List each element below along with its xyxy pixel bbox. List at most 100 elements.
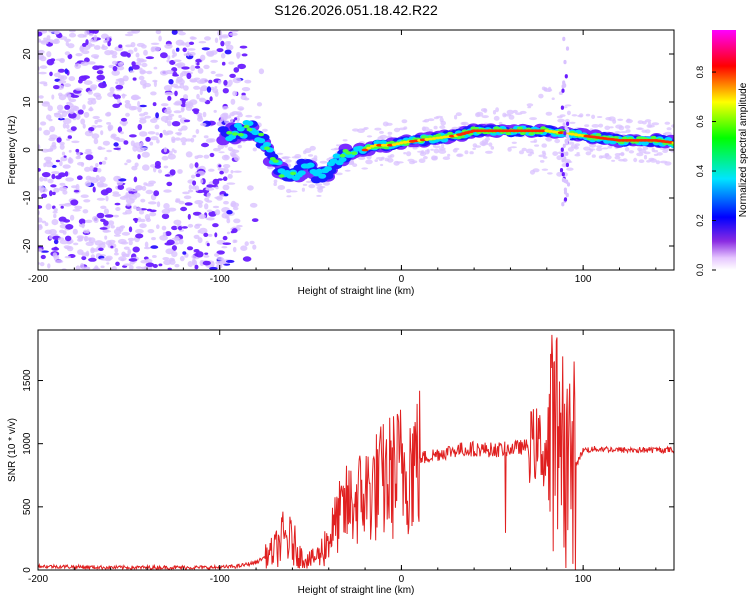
spectrogram-haze-blob bbox=[309, 145, 316, 151]
spectrogram-noise-blob bbox=[116, 65, 125, 71]
spectrogram-noise-blob bbox=[206, 209, 213, 213]
spectrogram-haze-blob bbox=[302, 183, 308, 186]
spectrogram-haze-blob bbox=[611, 159, 616, 162]
spectrogram-ridge-core bbox=[361, 148, 369, 152]
spectrogram-noise-blob bbox=[186, 246, 194, 251]
spectrogram-noise-blob bbox=[52, 210, 58, 214]
spectrogram-haze-blob bbox=[377, 136, 384, 141]
spectrogram-noise-blob bbox=[119, 120, 128, 126]
spectrogram-noise-blob bbox=[83, 111, 90, 118]
spectrogram-noise-blob bbox=[129, 70, 135, 73]
spectrogram-haze-blob bbox=[455, 112, 462, 117]
spectrogram-noise-blob bbox=[91, 133, 100, 139]
spectrogram-noise-blob bbox=[163, 203, 170, 210]
spectrogram-ridge-mark bbox=[258, 132, 265, 137]
x-tick-label: 0 bbox=[399, 274, 405, 285]
spectrogram-noise-blob bbox=[121, 231, 131, 236]
spectrogram-haze-blob bbox=[576, 152, 580, 155]
spectrogram-noise-blob bbox=[132, 246, 140, 253]
spectrogram-noise-blob bbox=[114, 202, 121, 206]
spectrogram-noise-blob bbox=[206, 217, 215, 221]
spectrogram-noise-blob bbox=[239, 45, 248, 49]
spectrogram-noise-blob bbox=[39, 176, 44, 182]
spectrogram-noise-blob bbox=[197, 229, 201, 234]
spectrogram-noise-blob bbox=[145, 136, 151, 142]
spectrogram-noise-blob bbox=[87, 90, 93, 95]
spectrogram-noise-blob bbox=[62, 230, 67, 235]
spectrogram-noise-blob bbox=[64, 51, 71, 56]
spectrogram-noise-blob bbox=[213, 147, 221, 152]
spectrogram-noise-blob bbox=[43, 177, 48, 182]
spectrogram-noise-blob bbox=[111, 55, 118, 59]
spectrogram-noise-blob bbox=[215, 260, 223, 265]
spectrogram-ridge-mark bbox=[345, 151, 352, 155]
spectrogram-noise-blob bbox=[193, 234, 200, 239]
spectrogram-noise-blob bbox=[96, 74, 105, 81]
spectrogram-noise-blob bbox=[62, 164, 71, 169]
colorbar: 0.0 0.2 0.4 0.6 0.8 Normalized spectral ampl… bbox=[695, 30, 749, 276]
spectrogram-haze-blob bbox=[460, 121, 467, 126]
spectrogram-noise-blob bbox=[117, 184, 125, 190]
spectrogram-noise-blob bbox=[48, 235, 53, 240]
spectrogram-haze-blob bbox=[671, 124, 674, 128]
y-tick-label: 0 bbox=[22, 567, 33, 573]
spectrogram-noise-blob bbox=[65, 235, 72, 242]
spectrogram-ridge-core bbox=[577, 133, 582, 137]
spectrogram-noise-blob bbox=[116, 226, 121, 231]
spectrogram-noise-blob bbox=[112, 193, 121, 197]
spectrogram-noise-blob bbox=[242, 256, 252, 262]
spectrogram-noise-blob bbox=[203, 135, 209, 139]
spectrogram-haze-blob bbox=[574, 153, 581, 157]
spectrogram-haze-blob bbox=[617, 118, 624, 122]
spectrogram-noise-blob bbox=[53, 85, 60, 90]
spectrogram-noise-blob bbox=[139, 117, 147, 120]
spectrogram-noise-blob bbox=[78, 218, 86, 225]
spectrogram-noise-blob bbox=[85, 219, 93, 223]
spectrogram-ridge-core bbox=[442, 135, 448, 139]
spectrogram-noise-blob bbox=[83, 199, 91, 203]
spectrogram-noise-blob bbox=[77, 249, 84, 255]
spectrogram-noise-blob bbox=[189, 163, 194, 169]
spectrogram-noise-blob bbox=[203, 154, 210, 159]
x-tick-label: -200 bbox=[28, 574, 48, 585]
spectrogram-noise-blob bbox=[77, 109, 84, 115]
spectrogram-haze-blob bbox=[267, 166, 274, 170]
spectrogram-haze-blob bbox=[472, 147, 477, 150]
spectrogram-noise-blob bbox=[70, 126, 77, 131]
spectrogram-noise-blob bbox=[128, 258, 138, 262]
spectrogram-noise-blob bbox=[56, 33, 63, 39]
spectrogram-noise-blob bbox=[125, 203, 132, 207]
spectrogram-noise-blob bbox=[192, 134, 197, 138]
spectrogram-haze-blob bbox=[527, 153, 532, 157]
spectrogram-noise-blob bbox=[38, 205, 43, 209]
spectrogram-haze-blob bbox=[488, 142, 493, 147]
spectrogram-noise-blob bbox=[47, 105, 53, 112]
spectrogram-noise-blob bbox=[173, 219, 182, 225]
spectrogram-noise-blob bbox=[63, 155, 67, 158]
spectrogram-haze-blob bbox=[380, 163, 384, 167]
spectrogram-noise-blob bbox=[155, 132, 160, 136]
spectrogram-ridge-core bbox=[380, 143, 386, 147]
spectrogram-noise-blob bbox=[111, 50, 118, 57]
spectrogram-noise-blob bbox=[203, 255, 210, 258]
spectrogram-noise-blob bbox=[94, 265, 99, 270]
spectrogram-noise-blob bbox=[128, 265, 134, 270]
spectrogram-noise-blob bbox=[194, 65, 201, 69]
spectrogram-noise-blob bbox=[221, 61, 226, 66]
spectrogram-noise-blob bbox=[165, 231, 172, 237]
spectrogram-noise-blob bbox=[98, 247, 104, 251]
spectrogram-noise-blob bbox=[171, 148, 175, 152]
spectrogram-noise-blob bbox=[64, 104, 71, 110]
spectrogram-burst-blob bbox=[561, 88, 565, 93]
spectrogram-noise-blob bbox=[131, 30, 141, 34]
spectrogram-noise-blob bbox=[107, 41, 111, 47]
spectrogram-noise-blob bbox=[230, 200, 237, 207]
spectrogram-ridge-core bbox=[435, 136, 441, 140]
spectrogram-noise-blob bbox=[147, 229, 155, 234]
spectrogram-noise-blob bbox=[154, 124, 160, 130]
spectrogram-noise-blob bbox=[230, 170, 234, 174]
spectrogram-noise-blob bbox=[150, 42, 160, 45]
spectrogram-noise-blob bbox=[82, 209, 89, 214]
spectrogram-noise-blob bbox=[137, 154, 141, 160]
spectrogram-noise-blob bbox=[229, 73, 236, 78]
